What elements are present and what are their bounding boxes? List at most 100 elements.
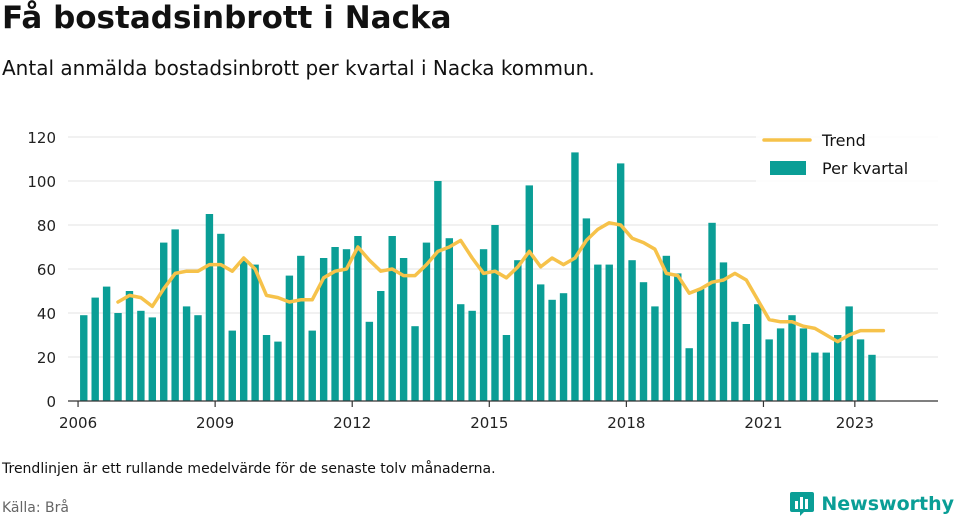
bar xyxy=(205,214,214,401)
bar xyxy=(148,317,157,401)
x-tick-label: 2018 xyxy=(607,414,645,432)
bar xyxy=(457,304,465,401)
y-tick-label: 0 xyxy=(46,393,56,411)
x-tick-label: 2009 xyxy=(196,414,234,432)
bar xyxy=(251,264,259,401)
bar xyxy=(102,286,111,401)
bar xyxy=(342,249,351,401)
footnote: Trendlinjen är ett rullande medelvärde f… xyxy=(2,461,496,477)
y-tick-label: 100 xyxy=(27,173,56,191)
legend-trend-label: Trend xyxy=(821,131,866,150)
bar xyxy=(559,293,568,401)
chart-title: Få bostadsinbrott i Nacka xyxy=(2,0,452,36)
bar xyxy=(422,242,431,401)
bar xyxy=(194,315,202,401)
bar xyxy=(685,348,693,401)
bar xyxy=(708,222,716,401)
bar-chart-logo-icon xyxy=(790,492,815,516)
bar xyxy=(182,306,191,401)
bar xyxy=(868,354,876,401)
bar xyxy=(125,291,134,401)
bar xyxy=(856,339,865,401)
bar xyxy=(776,328,785,401)
bar xyxy=(308,330,316,401)
bar xyxy=(445,238,454,401)
bar xyxy=(297,255,305,401)
bar xyxy=(674,273,682,401)
bar xyxy=(319,258,328,401)
bar xyxy=(548,299,556,401)
bar xyxy=(479,249,488,401)
axes: 0 20 40 60 80 100 120 2006 2009 2012 2015 2018 2021 2… xyxy=(27,129,938,432)
bar xyxy=(571,152,579,401)
bar xyxy=(845,306,853,401)
bar xyxy=(160,242,168,401)
bar xyxy=(662,255,671,401)
bar xyxy=(468,310,476,401)
bar xyxy=(239,260,248,401)
bar xyxy=(731,321,739,401)
bar xyxy=(765,339,773,401)
trend-line xyxy=(116,221,886,344)
x-tick-label: 2015 xyxy=(470,414,508,432)
source-label: Källa: Brå xyxy=(2,500,69,516)
bar xyxy=(616,163,625,401)
bar xyxy=(217,233,225,401)
bar xyxy=(91,297,99,401)
bar xyxy=(365,321,374,401)
x-tick-label: 2023 xyxy=(836,414,874,432)
bar xyxy=(605,264,613,401)
bar xyxy=(377,291,385,401)
bar xyxy=(331,247,339,401)
bar xyxy=(594,264,602,401)
bar xyxy=(262,335,271,401)
bar xyxy=(411,326,419,401)
bar xyxy=(719,262,728,401)
y-tick-label: 80 xyxy=(37,217,56,235)
bar xyxy=(137,310,145,401)
bar xyxy=(491,225,499,401)
x-tick-label: 2012 xyxy=(333,414,371,432)
legend-bar-swatch xyxy=(770,161,806,175)
bar xyxy=(388,236,396,401)
bars-per-kvartal xyxy=(80,152,876,401)
bar xyxy=(399,258,408,401)
y-tick-label: 60 xyxy=(37,261,56,279)
bar xyxy=(788,315,796,401)
y-tick-label: 120 xyxy=(27,129,56,147)
bar-chart: 0 20 40 60 80 100 120 2006 2009 2012 2015 2018 2021 2… xyxy=(27,127,938,432)
bar xyxy=(502,335,511,401)
bar xyxy=(354,236,362,401)
bar xyxy=(696,288,705,401)
legend-bar-label: Per kvartal xyxy=(822,159,908,178)
bar xyxy=(514,260,522,401)
bar xyxy=(274,341,282,401)
brand-name: Newsworthy xyxy=(821,493,954,515)
bar xyxy=(228,330,236,401)
bar xyxy=(799,328,808,401)
bar xyxy=(742,324,751,401)
bar xyxy=(536,284,545,401)
bar xyxy=(811,352,819,401)
bar xyxy=(114,313,122,401)
y-tick-label: 40 xyxy=(37,305,56,323)
bar xyxy=(651,306,659,401)
legend: Trend Per kvartal xyxy=(756,127,938,183)
x-tick-label: 2006 xyxy=(59,414,97,432)
bar xyxy=(639,282,648,401)
bar xyxy=(582,218,591,401)
bar xyxy=(285,275,294,401)
bar xyxy=(628,260,636,401)
chart-subtitle: Antal anmälda bostadsinbrott per kvartal… xyxy=(2,56,595,80)
bar xyxy=(754,304,762,401)
y-tick-label: 20 xyxy=(37,349,56,367)
newsworthy-logo: Newsworthy xyxy=(789,490,954,518)
bar xyxy=(171,229,179,401)
bar xyxy=(525,185,533,401)
bar xyxy=(434,181,442,401)
bar xyxy=(822,352,830,401)
x-tick-label: 2021 xyxy=(744,414,782,432)
bar xyxy=(834,335,842,401)
bar xyxy=(80,315,88,401)
trend-series xyxy=(116,221,886,344)
